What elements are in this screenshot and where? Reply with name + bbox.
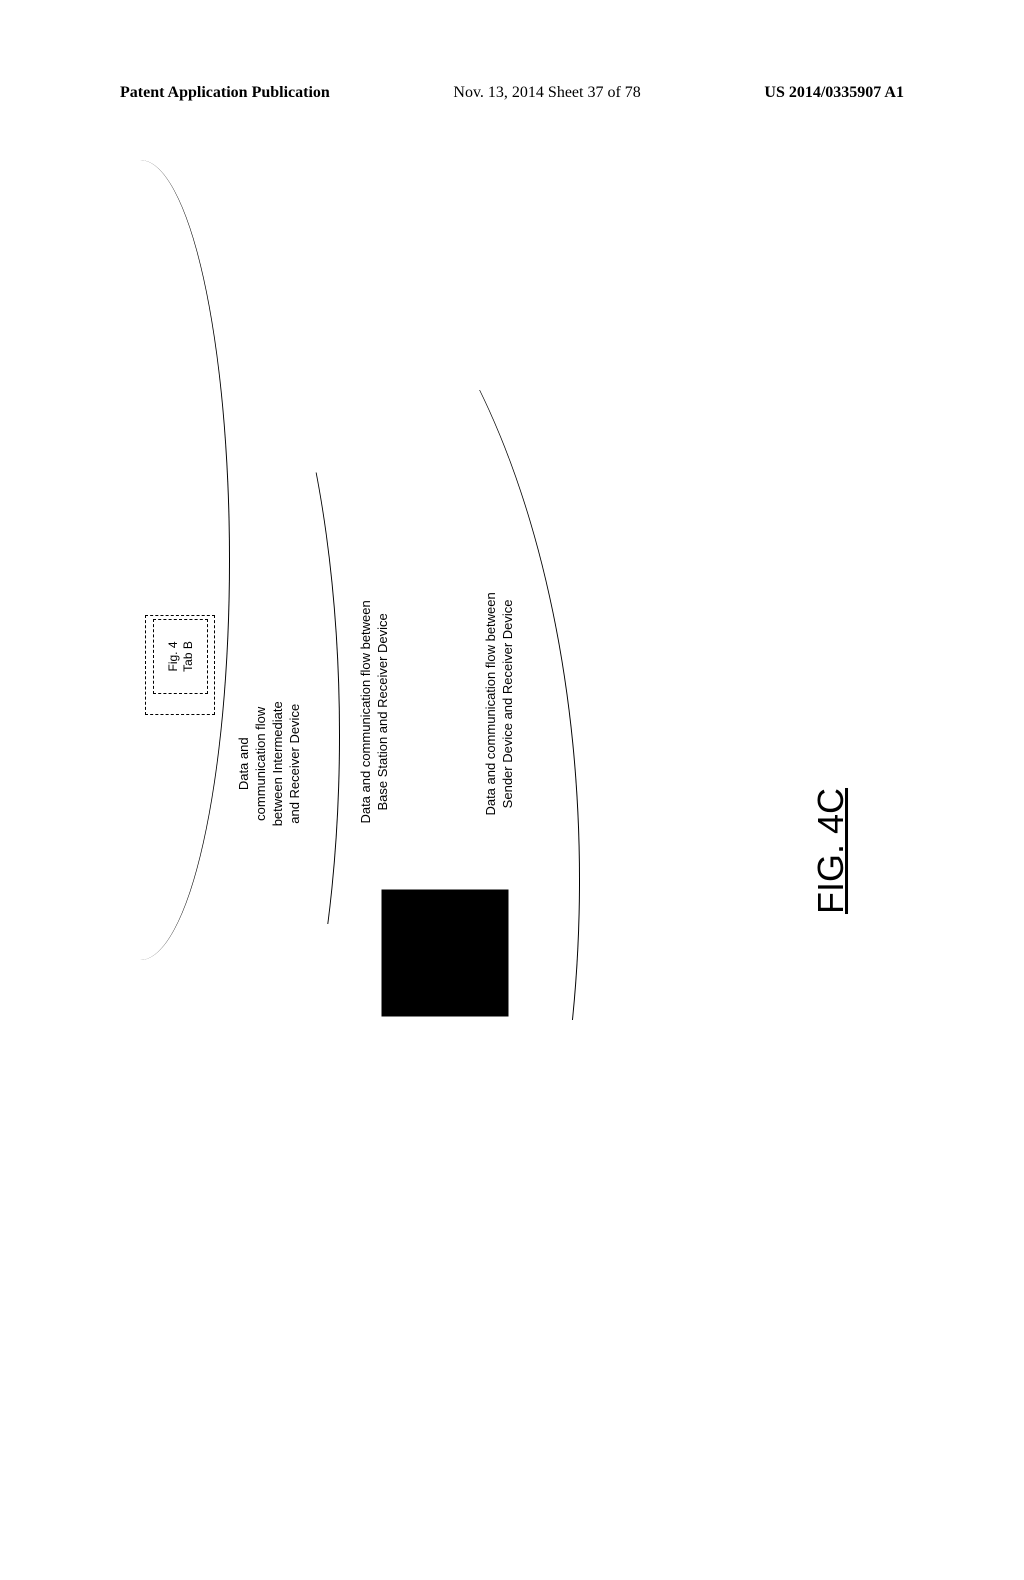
label3-line1: Data and communication flow between	[483, 544, 500, 864]
label-intermediate-receiver: Data and communication flow between Inte…	[236, 664, 304, 864]
tab-outer-border: Fig. 4 Tab B	[145, 615, 215, 715]
page-header: Patent Application Publication Nov. 13, …	[0, 84, 1024, 102]
tab-line2: Tab B	[181, 641, 195, 672]
label1-line2: communication flow	[253, 664, 270, 864]
arc-sender-receiver	[0, 180, 580, 1580]
header-publication: Patent Application Publication	[120, 84, 330, 102]
label-base-receiver: Data and communication flow between Base…	[358, 562, 392, 862]
label1-line1: Data and	[236, 664, 253, 864]
label2-line1: Data and communication flow between	[358, 562, 375, 862]
figure-caption: FIG. 4C	[810, 788, 852, 914]
tab-reference-box: Fig. 4 Tab B	[145, 615, 215, 715]
tab-inner-border: Fig. 4 Tab B	[153, 619, 208, 694]
label1-line4: and Receiver Device	[287, 664, 304, 864]
label2-line2: Base Station and Receiver Device	[375, 562, 392, 862]
label-sender-receiver: Data and communication flow between Send…	[483, 544, 517, 864]
tab-line1: Fig. 4	[166, 642, 180, 672]
header-pub-number: US 2014/0335907 A1	[764, 84, 904, 102]
label3-line2: Sender Device and Receiver Device	[500, 544, 517, 864]
figure-diagram: Data and communication flow between Inte…	[0, 160, 1024, 1060]
label1-line3: between Intermediate	[270, 664, 287, 864]
header-date-sheet: Nov. 13, 2014 Sheet 37 of 78	[453, 84, 640, 102]
